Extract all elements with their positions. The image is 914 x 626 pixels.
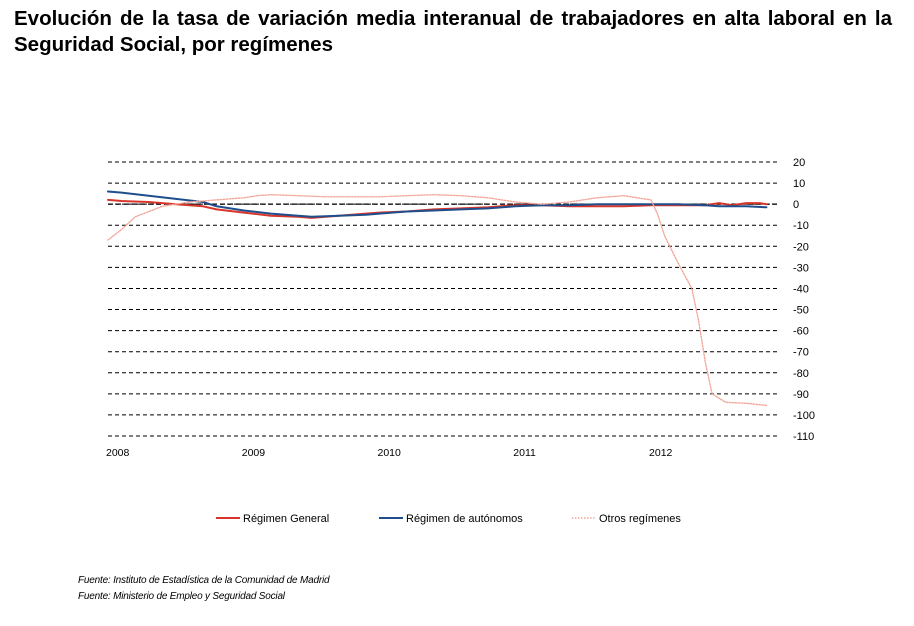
y-tick-label: 20 [793,157,805,169]
x-tick-label: 2012 [649,447,673,459]
y-tick-label: -110 [793,431,814,443]
y-tick-label: -20 [793,241,809,253]
y-tick-label: -30 [793,262,809,274]
y-tick-label: -10 [793,220,809,232]
y-tick-label: -50 [793,305,809,317]
legend-label: Régimen de autónomos [406,513,523,525]
y-tick-label: 10 [793,178,805,190]
y-tick-label: -90 [793,389,809,401]
y-tick-label: 0 [793,199,799,211]
source-note-1: Fuente: Instituto de Estadística de la C… [78,575,330,586]
series-line-otros-reg-menes [107,194,768,407]
chart-title: Evolución de la tasa de variación media … [14,7,892,56]
y-tick-label: -100 [793,410,815,422]
series-line-r-gimen-de-aut-nomos [107,190,768,218]
y-tick-label: -80 [793,368,809,380]
y-tick-label: -40 [793,283,809,295]
legend-label: Otros regímenes [599,513,681,525]
source-note-2: Fuente: Ministerio de Empleo y Seguridad… [78,591,285,602]
series-lines [107,190,768,407]
legend: Régimen General Régimen de autónomos Otros… [216,513,681,525]
y-tick-label: -60 [793,326,809,338]
x-axis: 2008 2009 2010 2011 2012 [106,447,673,459]
y-tick-label: -70 [793,347,809,359]
y-axis: 20 10 0 -10 -20 -30 -40 -50 -60 -70 -80 -90 -100 -110 [793,157,815,443]
x-tick-label: 2008 [106,447,130,459]
legend-label: Régimen General [243,513,329,525]
x-tick-label: 2010 [378,447,402,459]
x-tick-label: 2009 [242,447,266,459]
x-tick-label: 2011 [513,447,536,459]
grid-lines [108,161,780,437]
